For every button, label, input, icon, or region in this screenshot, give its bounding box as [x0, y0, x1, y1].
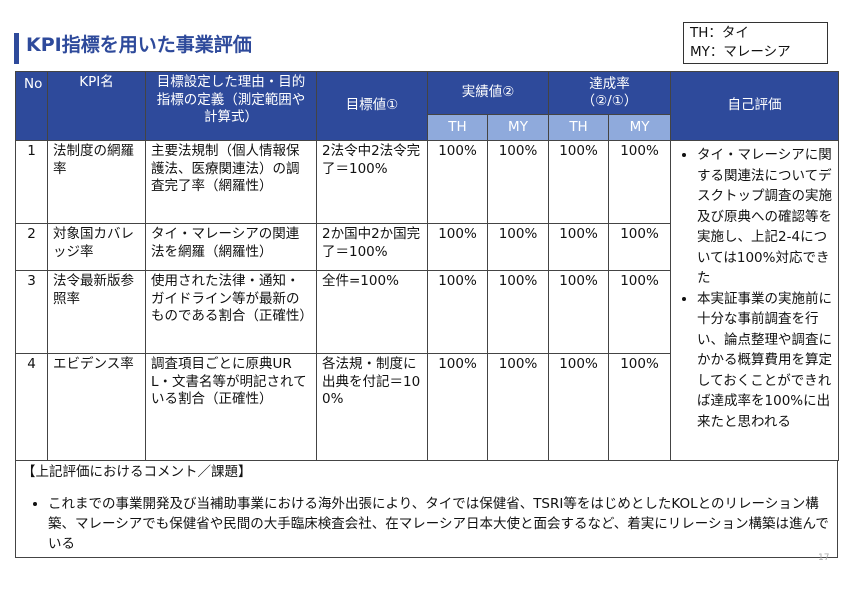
- header-line: 指標の定義（測定範囲や計算式）: [156, 91, 306, 126]
- legend-item: TH：タイ: [690, 25, 749, 41]
- table-cell: 法令最新版参照率: [47, 270, 146, 354]
- header-cell: 目標設定した理由・目的 指標の定義（測定範囲や計算式）: [145, 71, 317, 141]
- table-cell: 100%: [486, 223, 550, 271]
- table-cell: 100%: [486, 140, 550, 224]
- header-cell: 実績値②: [426, 71, 550, 115]
- table-cell: 法制度の網羅率: [47, 140, 146, 224]
- table-cell: 4: [15, 353, 48, 461]
- self-evaluation-item: 本実証事業の実施前に十分な事前調査を行い、論点整理や調査にかかる概算費用を算定し…: [697, 289, 834, 433]
- table-cell: 100%: [427, 270, 488, 354]
- table-cell: 100%: [608, 270, 672, 354]
- comment-list: これまでの事業開発及び当補助事業における海外出張により、タイでは保健省、TSRI…: [22, 494, 831, 554]
- self-evaluation-list: タイ・マレーシアに関する関連法についてデスクトップ調査の実施及び原典への確認等を…: [675, 145, 834, 432]
- table-cell: 100%: [548, 140, 610, 224]
- table-cell: タイ・マレーシアの関連法を網羅（網羅性）: [145, 223, 317, 271]
- table-cell: 100%: [427, 223, 488, 271]
- header-line: 目標設定した理由・目的: [156, 74, 306, 90]
- header-cell: 達成率 （②/①）: [548, 71, 672, 115]
- table-cell: 対象国カバレッジ率: [47, 223, 146, 271]
- table-cell: 100%: [548, 353, 610, 461]
- table-cell: 3: [15, 270, 48, 354]
- table-row: 3 法令最新版参照率 使用された法律・通知・ガイドライン等が最新のものである割合（正…: [15, 270, 839, 354]
- sub-header: TH: [548, 114, 610, 141]
- table-cell: 100%: [486, 270, 550, 354]
- table-row: 1 法制度の網羅率 主要法規制（個人情報保護法、医療関連法）の調査完了率（網羅性） 2…: [15, 140, 840, 461]
- table-cell: 各法規・制度に出典を付記＝100%: [316, 353, 428, 461]
- table-cell: 全件=100%: [316, 270, 428, 354]
- sub-header: MY: [486, 114, 550, 141]
- legend: TH：タイ MY：マレーシア: [683, 22, 828, 64]
- comment-heading: 【上記評価におけるコメント／課題】: [22, 464, 252, 480]
- sub-header: MY: [608, 114, 672, 141]
- table-cell: 100%: [608, 140, 672, 224]
- table-cell: 2か国中2か国完了＝100%: [316, 223, 428, 271]
- table-cell: 2: [15, 223, 48, 271]
- table-cell: 100%: [548, 223, 610, 271]
- header-cell: KPI名: [47, 71, 146, 141]
- self-evaluation-item: タイ・マレーシアに関する関連法についてデスクトップ調査の実施及び原典への確認等を…: [697, 145, 834, 289]
- comment-item: これまでの事業開発及び当補助事業における海外出張により、タイでは保健省、TSRI…: [48, 494, 831, 554]
- table-cell: 使用された法律・通知・ガイドライン等が最新のものである割合（正確性）: [145, 270, 317, 354]
- table-cell: 1: [15, 140, 48, 224]
- table-cell: 調査項目ごとに原典URL・文書名等が明記されている割合（正確性）: [145, 353, 317, 461]
- table-cell: エビデンス率: [47, 353, 146, 461]
- comment-box: 【上記評価におけるコメント／課題】 これまでの事業開発及び当補助事業における海外…: [15, 460, 838, 558]
- table-row: 2 対象国カバレッジ率 タイ・マレーシアの関連法を網羅（網羅性） 2か国中2か国完了＝…: [15, 223, 839, 271]
- table-cell: 100%: [427, 353, 488, 461]
- title-bar: [14, 33, 19, 64]
- kpi-table: No KPI名 目標設定した理由・目的 指標の定義（測定範囲や計算式） 目標値① …: [15, 71, 840, 461]
- header-cell: No: [15, 71, 48, 141]
- sub-header: TH: [427, 114, 488, 141]
- header-line: 達成率: [589, 75, 630, 92]
- table-cell: 100%: [548, 270, 610, 354]
- table-cell: 100%: [486, 353, 550, 461]
- page-number: 17: [818, 553, 830, 563]
- table-cell: 2法令中2法令完了＝100%: [316, 140, 428, 224]
- table-cell: 主要法規制（個人情報保護法、医療関連法）の調査完了率（網羅性）: [145, 140, 317, 224]
- header-cell: 自己評価: [670, 71, 840, 141]
- table-cell: 100%: [427, 140, 488, 224]
- self-evaluation: タイ・マレーシアに関する関連法についてデスクトップ調査の実施及び原典への確認等を…: [670, 140, 840, 461]
- header-line: （②/①）: [581, 93, 638, 109]
- table-cell: 100%: [608, 353, 672, 461]
- title: KPI指標を用いた事業評価: [26, 34, 252, 56]
- table-row: 4 エビデンス率 調査項目ごとに原典URL・文書名等が明記されている割合（正確性）各…: [15, 353, 839, 461]
- header-cell: 目標値①: [316, 71, 428, 141]
- table-cell: 100%: [608, 223, 672, 271]
- legend-item: MY：マレーシア: [690, 44, 791, 60]
